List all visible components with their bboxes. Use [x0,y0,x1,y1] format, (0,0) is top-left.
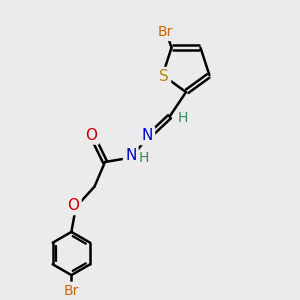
Text: Br: Br [157,25,172,39]
Text: Br: Br [64,284,79,298]
Text: N: N [142,128,153,143]
Text: H: H [178,111,188,125]
Text: N: N [125,148,136,164]
Text: O: O [85,128,98,142]
Text: H: H [139,151,149,164]
Text: S: S [159,69,169,84]
Text: O: O [68,198,80,213]
